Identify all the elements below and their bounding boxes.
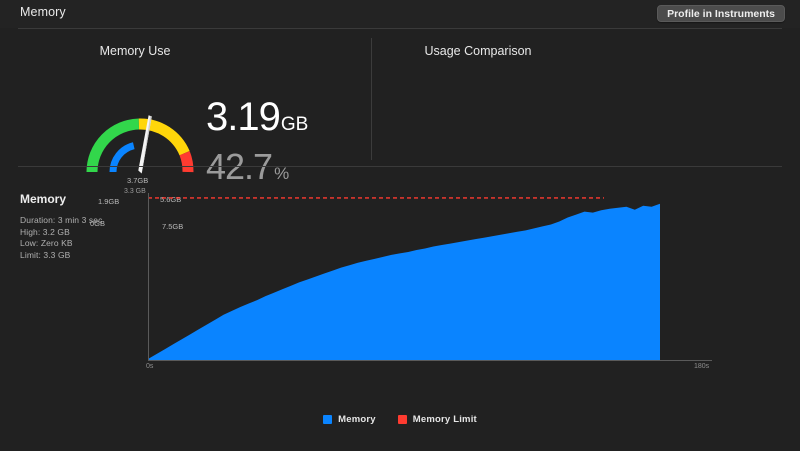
memory-timeline-plot (148, 193, 660, 360)
page-title: Memory (20, 5, 66, 19)
gauge-tick-label-3: 5.6GB (160, 195, 182, 204)
gauge-graphic (86, 115, 194, 174)
plot-graphic (148, 197, 660, 360)
memory-graph-section: Memory Duration: 3 min 3 sec High: 3.2 G… (0, 167, 800, 451)
memory-limit-label: 3.3 GB (124, 188, 146, 195)
memory-use-panel: Memory Use 0GB 1.9GB 3.7GB (0, 29, 370, 231)
gauge-inner-arc (109, 142, 135, 173)
graph-info-block: Memory Duration: 3 min 3 sec High: 3.2 G… (20, 192, 135, 261)
header-divider (18, 28, 782, 29)
graph-legend-item-memory: Memory (323, 414, 376, 425)
graph-legend-swatch-memory-limit (397, 415, 407, 424)
panel-divider (371, 38, 372, 160)
gauge-segment-yellow (138, 118, 190, 156)
memory-value-row: 3.19 GB (206, 97, 308, 145)
graph-stat-limit: Limit: 3.3 GB (20, 249, 71, 260)
memory-area-series (148, 203, 660, 360)
graph-legend-item-memory-limit: Memory Limit (397, 414, 477, 425)
gauge-tick-label-0: 0GB (90, 219, 106, 228)
graph-stat-duration: Duration: 3 min 3 sec (20, 215, 103, 225)
graph-legend-label: Memory Limit (412, 414, 477, 425)
memory-readout: 3.19 GB 42.7 % (206, 97, 308, 194)
graph-legend: Memory Memory Limit (0, 414, 800, 425)
graph-title: Memory (20, 192, 67, 206)
gauge-tick-label-4: 7.5GB (162, 222, 184, 231)
graph-stat-low: Low: Zero KB (20, 238, 73, 248)
gauge-needle (138, 115, 152, 174)
gauge-tick-label-1: 1.9GB (98, 197, 120, 206)
x-axis-label-start: 0s (146, 363, 154, 370)
gauge-tick-label-2: 3.7GB (127, 176, 149, 185)
gauge-segment-red (179, 151, 194, 173)
graph-legend-swatch-memory (323, 415, 333, 424)
graph-legend-label: Memory (338, 414, 376, 425)
plot-x-axis (148, 360, 660, 361)
memory-use-gauge: 0GB 1.9GB 3.7GB 5.6GB 7.5GB (78, 84, 203, 231)
memory-value: 3.19 (206, 95, 281, 139)
x-axis-right-tick (660, 360, 712, 361)
panel-header: Memory Profile in Instruments (0, 0, 800, 28)
usage-comparison-panel: Usage Comparison RealmVsSwiftData 3.19 G… (372, 29, 800, 166)
memory-use-title: Memory Use (99, 44, 171, 58)
profile-in-instruments-button[interactable]: Profile in Instruments (657, 5, 785, 22)
graph-stat-high: High: 3.2 GB (20, 226, 70, 237)
x-axis-label-end: 180s (694, 363, 710, 370)
memory-percent-unit: % (274, 164, 290, 183)
section-divider (18, 166, 782, 167)
usage-comparison-title: Usage Comparison (424, 44, 532, 58)
gauge-segment-green (86, 118, 140, 173)
memory-value-unit: GB (280, 114, 309, 135)
plot-y-axis (148, 193, 149, 360)
